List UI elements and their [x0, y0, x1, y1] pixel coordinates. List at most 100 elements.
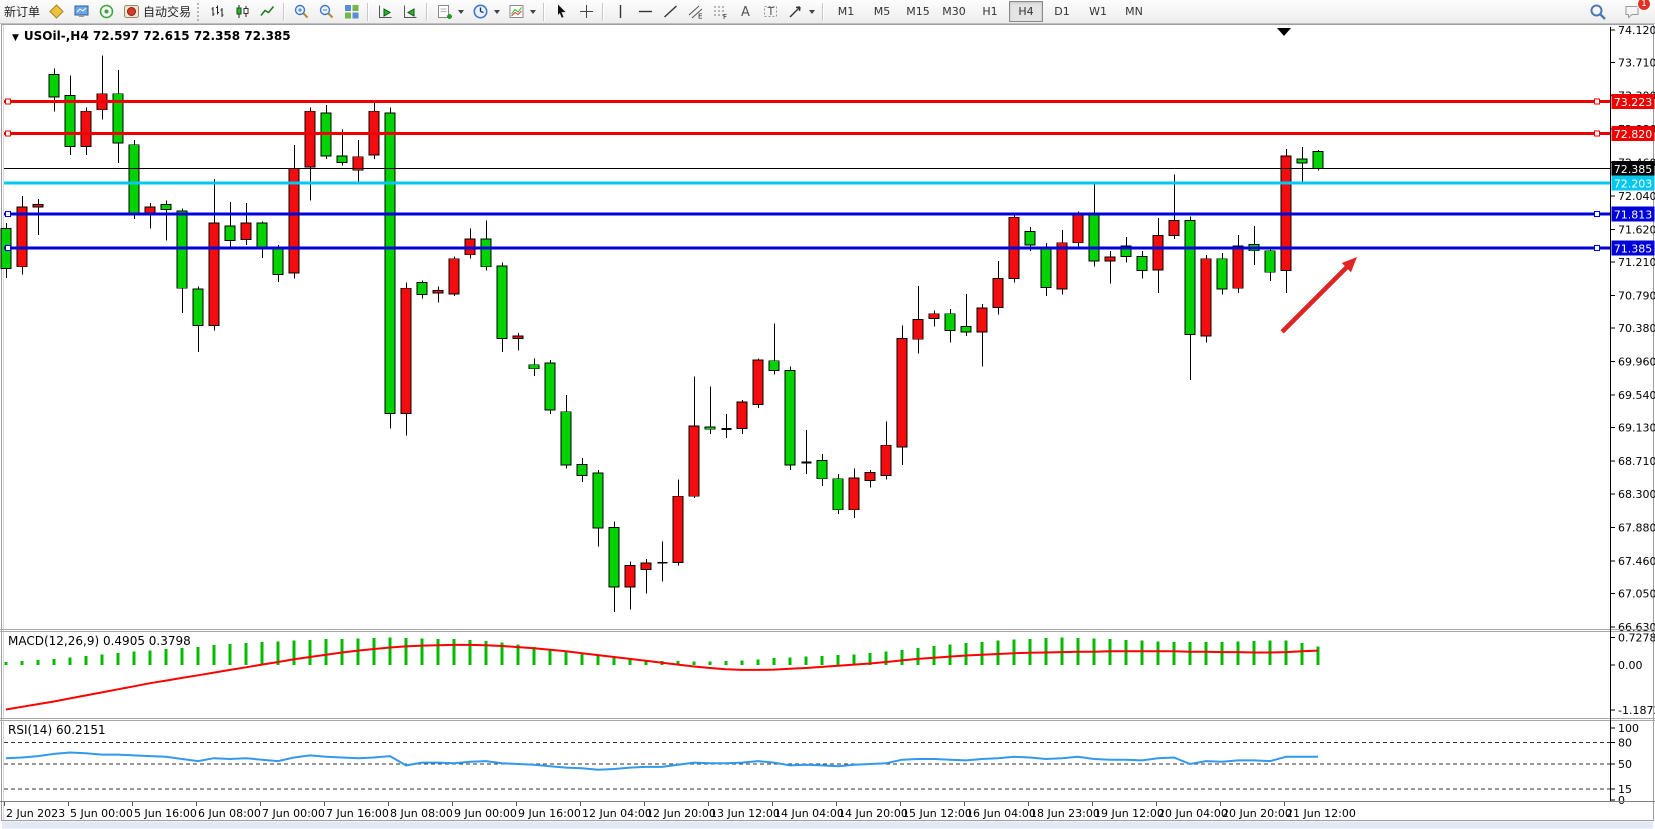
terminal-icon[interactable]: [69, 1, 94, 22]
svg-text:50: 50: [1618, 758, 1632, 771]
svg-text:74.120: 74.120: [1618, 24, 1655, 37]
timeframe-h4[interactable]: H4: [1009, 1, 1044, 22]
trendline-tool-icon[interactable]: [658, 1, 683, 22]
signal-icon[interactable]: [94, 1, 119, 22]
notifications-button[interactable]: 1: [1619, 0, 1651, 22]
svg-text:15: 15: [1618, 783, 1632, 796]
svg-text:2 Jun 2023: 2 Jun 2023: [6, 807, 65, 820]
period-clock-button[interactable]: [468, 1, 504, 22]
label-tool-icon[interactable]: T: [758, 1, 783, 22]
svg-text:14 Jun 04:00: 14 Jun 04:00: [774, 807, 844, 820]
svg-text:73.710: 73.710: [1618, 57, 1655, 70]
svg-text:F: F: [723, 13, 727, 20]
rsi-indicator-label: RSI(14) 60.2151: [8, 723, 106, 737]
svg-text:71.210: 71.210: [1618, 256, 1655, 269]
svg-text:14 Jun 20:00: 14 Jun 20:00: [838, 807, 908, 820]
autotrade-button[interactable]: 自动交易: [119, 1, 195, 22]
svg-text:67.460: 67.460: [1618, 555, 1655, 568]
chart-ohlc: 72.597 72.615 72.358 72.385: [92, 29, 291, 43]
chart-title: ▼ USOil-,H4 72.597 72.615 72.358 72.385: [12, 29, 291, 43]
fibonacci-tool-icon[interactable]: F: [708, 1, 733, 22]
vertical-line-tool-icon[interactable]: [608, 1, 633, 22]
svg-text:21 Jun 12:00: 21 Jun 12:00: [1286, 807, 1356, 820]
toolbar-separator: [366, 2, 372, 21]
svg-text:18 Jun 23:00: 18 Jun 23:00: [1030, 807, 1100, 820]
timeframe-d1[interactable]: D1: [1054, 5, 1070, 18]
svg-text:71.385: 71.385: [1614, 242, 1653, 255]
svg-text:9 Jun 16:00: 9 Jun 16:00: [518, 807, 581, 820]
timeframe-toolbar: M1 M5 M15 M30 H1 H4 D1 W1 MN: [828, 1, 1152, 22]
timeframe-m15[interactable]: M15: [906, 5, 930, 18]
svg-text:73.223: 73.223: [1614, 96, 1653, 109]
chart-shift-icon[interactable]: [398, 1, 423, 22]
new-chart-button[interactable]: [432, 1, 468, 22]
notification-badge: 1: [1637, 0, 1651, 11]
svg-text:72.203: 72.203: [1614, 177, 1653, 190]
svg-text:72.040: 72.040: [1618, 190, 1655, 203]
dropdown-caret: [530, 9, 537, 14]
zoom-out-icon[interactable]: [314, 1, 339, 22]
toolbar-grip: [197, 2, 203, 21]
horizontal-line-tool-icon[interactable]: [633, 1, 658, 22]
toolbar-separator: [425, 2, 431, 21]
new-order-button[interactable]: 新订单: [0, 1, 44, 22]
svg-text:8 Jun 08:00: 8 Jun 08:00: [390, 807, 453, 820]
svg-text:15 Jun 12:00: 15 Jun 12:00: [902, 807, 972, 820]
dropdown-caret: [458, 9, 465, 14]
tile-windows-icon[interactable]: [339, 1, 364, 22]
autotrade-label: 自动交易: [143, 5, 192, 19]
cursor-icon[interactable]: [549, 1, 574, 22]
timeframe-m30[interactable]: M30: [942, 5, 966, 18]
svg-text:70.790: 70.790: [1618, 289, 1655, 302]
svg-text:19 Jun 12:00: 19 Jun 12:00: [1094, 807, 1164, 820]
text-tool-icon[interactable]: A: [733, 1, 758, 22]
svg-text:9 Jun 00:00: 9 Jun 00:00: [454, 807, 517, 820]
timeframe-m1[interactable]: M1: [837, 5, 855, 18]
timeframe-w1[interactable]: W1: [1089, 5, 1107, 18]
line-chart-icon[interactable]: [255, 1, 280, 22]
macd-indicator-label: MACD(12,26,9) 0.4905 0.3798: [8, 634, 191, 648]
template-button[interactable]: [504, 1, 540, 22]
svg-text:20 Jun 04:00: 20 Jun 04:00: [1158, 807, 1228, 820]
svg-text:68.300: 68.300: [1618, 488, 1655, 501]
auto-scroll-icon[interactable]: [373, 1, 398, 22]
timeframe-mn[interactable]: MN: [1125, 5, 1143, 18]
svg-text:16 Jun 04:00: 16 Jun 04:00: [966, 807, 1036, 820]
svg-text:20 Jun 20:00: 20 Jun 20:00: [1222, 807, 1292, 820]
search-icon[interactable]: [1585, 1, 1611, 22]
svg-text:66.630: 66.630: [1618, 621, 1655, 634]
svg-text:71.813: 71.813: [1614, 208, 1653, 221]
svg-text:72.385: 72.385: [1614, 163, 1653, 176]
bar-chart-icon[interactable]: [205, 1, 230, 22]
svg-text:E: E: [698, 13, 702, 21]
crosshair-icon[interactable]: [574, 1, 599, 22]
svg-text:68.710: 68.710: [1618, 455, 1655, 468]
svg-text:T: T: [767, 5, 775, 18]
timeframe-m5[interactable]: M5: [873, 5, 891, 18]
svg-text:13 Jun 12:00: 13 Jun 12:00: [710, 807, 780, 820]
toolbar-separator: [542, 2, 548, 21]
channel-tool-icon[interactable]: E: [683, 1, 708, 22]
svg-text:-1.1872: -1.1872: [1618, 704, 1655, 717]
candlestick-chart-icon[interactable]: [230, 1, 255, 22]
toolbar-separator: [601, 2, 607, 21]
svg-text:69.540: 69.540: [1618, 389, 1655, 402]
timeframe-h1[interactable]: H1: [982, 5, 998, 18]
svg-text:69.130: 69.130: [1618, 422, 1655, 435]
svg-text:A: A: [741, 5, 750, 20]
dropdown-caret: [809, 9, 816, 14]
svg-text:6 Jun 08:00: 6 Jun 08:00: [198, 807, 261, 820]
svg-text:67.050: 67.050: [1618, 587, 1655, 600]
new-order-label: 新订单: [4, 5, 41, 19]
svg-text:12 Jun 04:00: 12 Jun 04:00: [582, 807, 652, 820]
zoom-in-icon[interactable]: [289, 1, 314, 22]
svg-text:80: 80: [1618, 736, 1632, 749]
svg-text:69.960: 69.960: [1618, 356, 1655, 369]
order-icon[interactable]: [44, 1, 69, 22]
shapes-tool-button[interactable]: [783, 1, 819, 22]
toolbar-separator: [282, 2, 288, 21]
svg-text:5 Jun 16:00: 5 Jun 16:00: [134, 807, 197, 820]
svg-text:100: 100: [1618, 722, 1639, 735]
